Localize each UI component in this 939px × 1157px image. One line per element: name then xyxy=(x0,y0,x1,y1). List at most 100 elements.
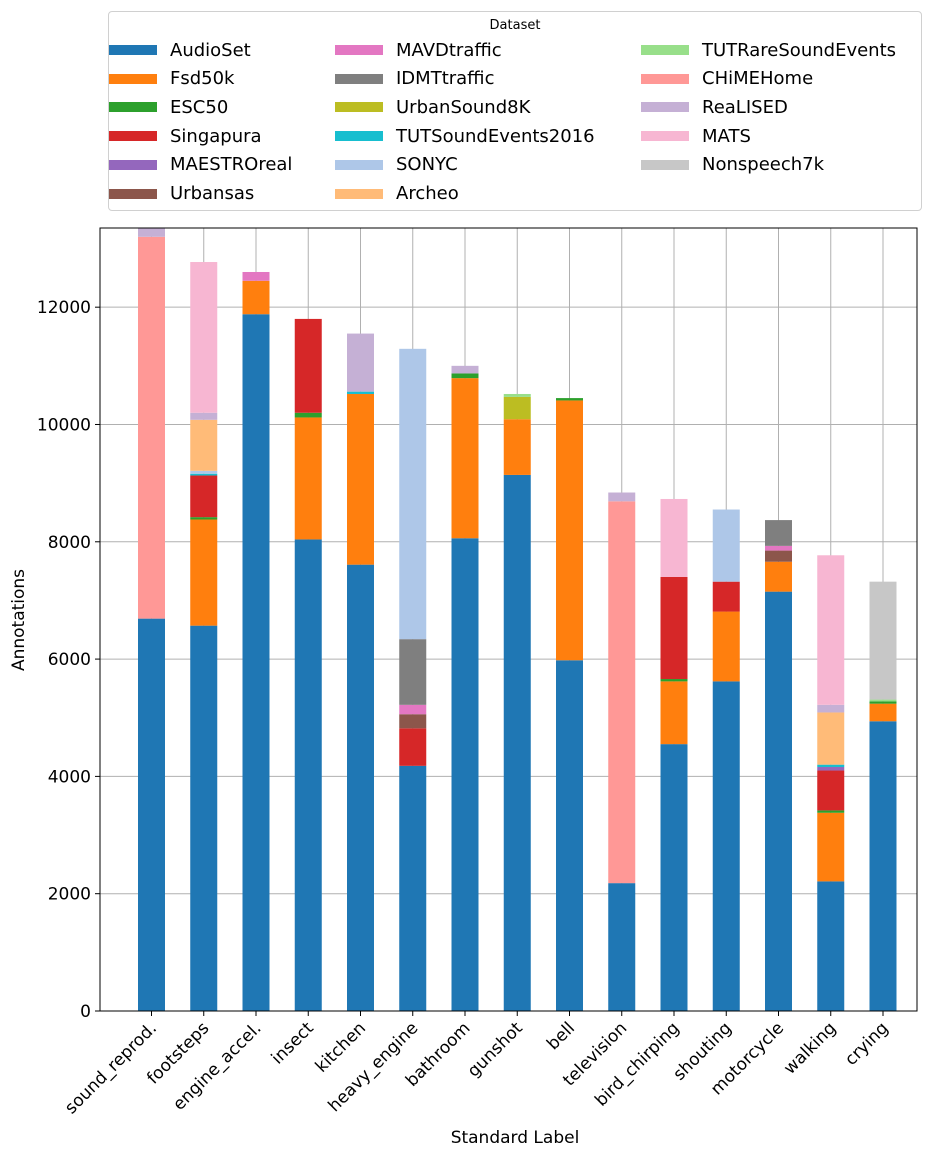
bar-segment xyxy=(869,701,897,704)
legend-item: Fsd50k xyxy=(109,67,235,91)
bar-segment xyxy=(608,883,636,1011)
bar-stack xyxy=(556,398,583,1011)
x-tick-label: sound_reprod. xyxy=(61,1018,161,1118)
bar-segment xyxy=(765,561,792,592)
bar-segment xyxy=(869,699,897,702)
legend-item: AudioSet xyxy=(109,38,251,62)
legend-item: Nonspeech7k xyxy=(641,153,824,177)
legend-label: TUTSoundEvents2016 xyxy=(396,125,595,147)
bar-segment xyxy=(817,812,845,882)
legend-label: Singapura xyxy=(170,125,262,147)
bar-segment xyxy=(451,538,479,1011)
bar-segment xyxy=(608,492,636,502)
bar-segment xyxy=(503,396,531,420)
y-tick-label: 12000 xyxy=(37,298,91,318)
bar-stack xyxy=(869,581,897,1011)
bar-segment xyxy=(503,393,531,397)
bar-segment xyxy=(869,581,897,700)
bar-segment xyxy=(660,681,688,745)
legend-item: CHiMEHome xyxy=(641,67,813,91)
legend-label: TUTRareSoundEvents xyxy=(702,39,897,61)
bar-stack xyxy=(138,228,165,1011)
legend-item: IDMTtraffic xyxy=(335,67,494,91)
bar-segment xyxy=(869,721,897,1011)
bar-segment xyxy=(190,419,218,471)
bar-segment xyxy=(347,564,374,1011)
legend-label: Archeo xyxy=(396,183,459,204)
bar-stack xyxy=(190,262,218,1011)
legend-label: Nonspeech7k xyxy=(702,154,825,176)
bar-segment xyxy=(765,545,792,551)
bar-segment xyxy=(765,591,792,1011)
legend-swatch xyxy=(335,131,383,142)
bar-segment xyxy=(451,373,479,379)
legend-title: Dataset xyxy=(489,18,541,33)
bar-segment xyxy=(294,417,322,540)
bar-segment xyxy=(399,714,427,729)
bar-segment xyxy=(712,509,740,582)
bar-segment xyxy=(503,419,531,475)
bar-segment xyxy=(190,625,218,1011)
legend-swatch xyxy=(109,45,157,55)
legend-swatch xyxy=(335,45,383,55)
bar-stack xyxy=(817,555,845,1011)
legend-swatch xyxy=(335,102,383,113)
bar-segment xyxy=(190,262,218,413)
bar-stack xyxy=(294,318,322,1011)
x-tick-label: walking xyxy=(780,1018,840,1078)
bar-segment xyxy=(817,704,845,713)
legend-swatch xyxy=(641,73,689,84)
legend-item: ESC50 xyxy=(109,95,228,119)
legend-swatch xyxy=(109,102,157,113)
y-tick-label: 2000 xyxy=(48,885,91,905)
bar-segment xyxy=(817,881,845,1011)
legend-label: ESC50 xyxy=(170,96,229,118)
bar-segment xyxy=(294,412,322,418)
bar-segment xyxy=(556,660,583,1011)
bar-segment xyxy=(294,318,322,413)
legend-label: CHiMEHome xyxy=(702,68,814,90)
legend-label: ReaLISED xyxy=(702,96,788,118)
y-axis-ticks: 0 2000 4000 6000 8000 10000 12000 xyxy=(37,298,100,1022)
bar-segment xyxy=(242,271,270,281)
bar-segment xyxy=(817,712,845,765)
legend-swatch xyxy=(641,131,689,142)
y-axis-label: Annotations xyxy=(9,569,29,671)
legend-swatch xyxy=(641,102,689,113)
y-tick-label: 8000 xyxy=(48,533,91,553)
bar-segment xyxy=(817,770,845,811)
bar-segment xyxy=(138,618,165,1011)
bar-segment xyxy=(660,576,688,680)
bar-segment xyxy=(712,581,740,612)
bar-segment xyxy=(712,681,740,1011)
bar-segment xyxy=(347,333,374,392)
bar-segment xyxy=(138,236,165,619)
y-tick-label: 0 xyxy=(80,1002,91,1022)
legend-swatch xyxy=(109,188,157,199)
bar-segment xyxy=(869,703,897,722)
legend-swatch xyxy=(109,73,157,84)
legend-swatch xyxy=(641,159,689,170)
x-tick-label: insect xyxy=(268,1018,318,1068)
bar-segment xyxy=(556,400,583,661)
bars xyxy=(138,228,897,1011)
bar-segment xyxy=(242,280,270,315)
bar-segment xyxy=(765,520,792,546)
bar-segment xyxy=(190,412,218,420)
bar-segment xyxy=(347,391,374,394)
bar-segment xyxy=(399,728,427,766)
x-tick-label: bell xyxy=(543,1018,579,1054)
legend-item: Archeo xyxy=(335,182,459,206)
bar-stack xyxy=(347,333,374,1011)
bar-segment xyxy=(190,517,218,520)
bar-stack xyxy=(503,393,531,1011)
legend-item: MAESTROreal xyxy=(109,153,292,177)
bar-segment xyxy=(190,470,218,474)
legend-label: UrbanSound8K xyxy=(396,96,531,118)
legend-label: IDMTtraffic xyxy=(396,68,495,90)
bar-segment xyxy=(451,378,479,539)
legend-item: Urbansas xyxy=(109,182,254,206)
bar-segment xyxy=(399,765,427,1011)
legend-item: TUTRareSoundEvents xyxy=(641,38,896,62)
